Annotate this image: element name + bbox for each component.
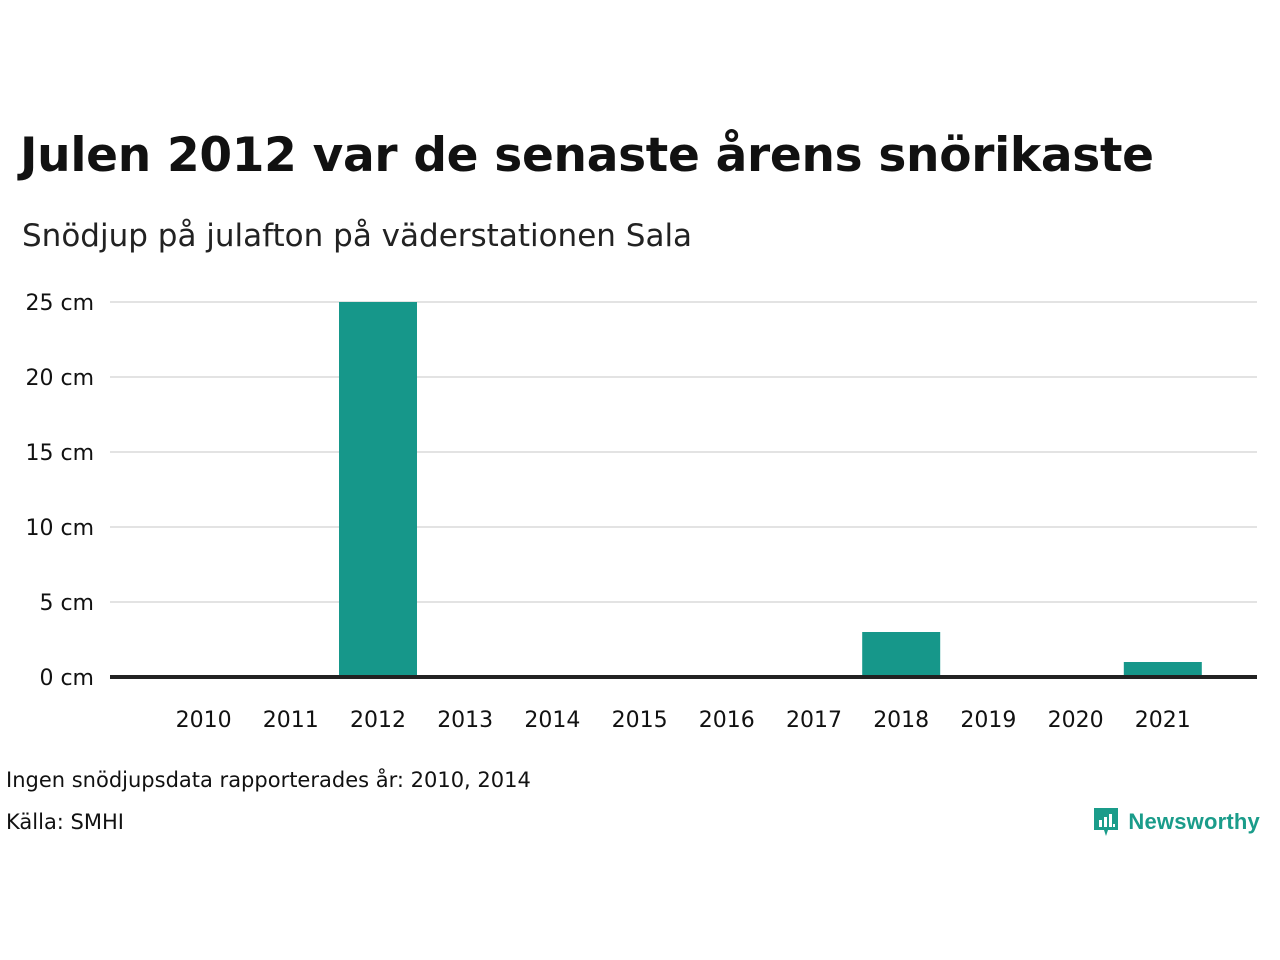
bar-2012 xyxy=(339,302,417,677)
x-tick-label: 2012 xyxy=(350,708,406,733)
x-tick-label: 2013 xyxy=(437,708,493,733)
missing-data-note: Ingen snödjupsdata rapporterades år: 201… xyxy=(6,768,531,792)
y-tick-label: 25 cm xyxy=(25,291,94,316)
newsworthy-logo-icon xyxy=(1094,808,1119,836)
source-note: Källa: SMHI xyxy=(6,810,124,834)
grid-lines xyxy=(110,301,1257,603)
y-tick-label: 10 cm xyxy=(25,516,94,541)
x-tick-label: 2017 xyxy=(786,708,842,733)
y-axis-ticks: 0 cm 5 cm 10 cm 15 cm 20 cm 25 cm xyxy=(25,291,94,691)
x-tick-label: 2016 xyxy=(699,708,755,733)
x-tick-label: 2020 xyxy=(1048,708,1104,733)
brand-name: Newsworthy xyxy=(1128,809,1260,834)
x-axis-ticks: 2010 2011 2012 2013 2014 2015 2016 2017 2018 2019… xyxy=(176,708,1191,733)
x-tick-label: 2021 xyxy=(1135,708,1191,733)
x-tick-label: 2011 xyxy=(263,708,319,733)
y-tick-label: 5 cm xyxy=(39,591,94,616)
bar-2018 xyxy=(862,632,941,677)
x-tick-label: 2019 xyxy=(960,708,1016,733)
y-tick-label: 15 cm xyxy=(25,441,94,466)
bars xyxy=(339,302,1202,677)
x-tick-label: 2015 xyxy=(612,708,668,733)
y-tick-label: 0 cm xyxy=(39,666,94,691)
chart-subtitle: Snödjup på julafton på väderstationen Sa… xyxy=(22,218,693,254)
x-tick-label: 2014 xyxy=(524,708,580,733)
x-tick-label: 2010 xyxy=(176,708,232,733)
brand-logo: Newsworthy xyxy=(1092,806,1260,838)
bar-2021 xyxy=(1123,662,1202,677)
chart-title: Julen 2012 var de senaste årens snörikas… xyxy=(20,128,1154,183)
y-tick-label: 20 cm xyxy=(25,366,94,391)
x-tick-label: 2018 xyxy=(873,708,929,733)
